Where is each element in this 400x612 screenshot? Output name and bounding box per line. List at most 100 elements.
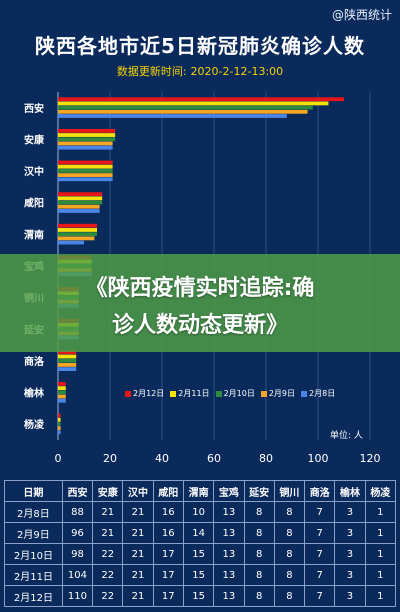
bar (58, 128, 116, 133)
bar (58, 240, 84, 245)
bar (58, 101, 329, 106)
table-cell: 3 (334, 501, 366, 523)
table-cell: 8 (273, 543, 306, 565)
table-cell: 1 (364, 501, 397, 523)
table-cell: 21 (122, 543, 154, 565)
bar (58, 426, 61, 431)
headline-banner (0, 254, 400, 352)
source-watermark: @陕西统计 (331, 8, 392, 22)
table-header-cell: 西安 (61, 480, 94, 502)
update-time-line: 数据更新时间: 2020-2-12-13:00 (0, 63, 400, 79)
table-cell: 2月8日 (4, 501, 63, 523)
x-tick-label: 40 (155, 452, 169, 465)
table-cell: 21 (122, 522, 154, 544)
table-cell: 10 (182, 501, 215, 523)
table-header-cell: 延安 (243, 480, 275, 502)
chart-title: 陕西各地市近5日新冠肺炎确诊人数 (35, 34, 365, 58)
bar (58, 177, 113, 182)
table-cell: 98 (61, 543, 94, 565)
table-cell: 13 (213, 501, 245, 523)
bar (58, 133, 116, 137)
chart-legend: 2月12日 2月11日 2月10日 2月9日 2月8日 (125, 388, 395, 399)
table-cell: 15 (182, 564, 215, 586)
table-cell: 21 (92, 501, 124, 523)
bar (58, 417, 61, 422)
bar (58, 196, 103, 201)
legend-item: 2月12日 (125, 388, 164, 399)
bar (58, 390, 66, 395)
table-header-cell: 杨凌 (364, 480, 397, 502)
table-cell: 7 (304, 585, 336, 607)
table-cell: 8 (273, 522, 306, 544)
x-tick-label: 60 (207, 452, 221, 465)
table-cell: 8 (243, 543, 275, 565)
table-cell: 3 (334, 585, 366, 607)
table-cell: 17 (152, 543, 184, 565)
table-row: 2月10日 98 22 21 17 15 13 8 8 7 3 1 (4, 543, 397, 565)
legend-swatch (125, 390, 131, 397)
bar (58, 228, 97, 232)
bar (58, 105, 313, 110)
bar (58, 209, 100, 213)
bar (58, 354, 77, 359)
table-cell: 8 (243, 522, 275, 544)
bar (58, 97, 344, 102)
category-label: 西安 (24, 102, 44, 115)
table-cell: 110 (61, 585, 94, 607)
table-cell: 13 (213, 564, 245, 586)
x-tick-label: 100 (308, 452, 329, 465)
bar (58, 413, 61, 418)
table-cell: 13 (213, 522, 245, 544)
table-cell: 7 (304, 522, 336, 544)
table-cell: 2月11日 (4, 564, 63, 586)
table-cell: 8 (243, 501, 275, 523)
x-tick-label: 120 (360, 452, 381, 465)
bar (58, 422, 61, 426)
table-cell: 7 (304, 543, 336, 565)
bar (58, 358, 77, 363)
category-label: 榆林 (24, 387, 45, 400)
table-row: 2月12日 110 22 21 17 15 13 8 8 7 3 1 (4, 585, 397, 607)
bar (58, 109, 308, 114)
table-row: 2月11日 104 22 21 17 15 13 8 8 7 3 1 (4, 564, 397, 586)
bar (58, 137, 116, 142)
bar (58, 204, 100, 209)
table-cell: 21 (122, 501, 154, 523)
legend-item: 2月10日 (215, 388, 255, 399)
table-header-cell: 日期 (4, 480, 63, 502)
bar (58, 168, 113, 173)
table-cell: 17 (152, 585, 184, 607)
legend-item: 2月9日 (260, 388, 296, 399)
table-cell: 7 (304, 501, 336, 523)
headline-line-1: 《陕西疫情实时追踪:确 (85, 276, 315, 301)
x-tick-label: 80 (259, 452, 273, 465)
bar (58, 141, 113, 146)
table-cell: 16 (152, 522, 184, 544)
bar (58, 145, 113, 150)
legend-label: 2月9日 (268, 389, 296, 398)
table-header-cell: 铜川 (273, 480, 306, 502)
legend-swatch (170, 390, 177, 397)
table-header-cell: 宝鸡 (213, 480, 245, 502)
table-cell: 8 (243, 564, 275, 586)
table-header-cell: 咸阳 (152, 480, 184, 502)
x-tick-label: 20 (103, 452, 117, 465)
legend-swatch (215, 390, 222, 397)
legend-item: 2月8日 (301, 388, 335, 399)
table-cell: 21 (122, 585, 154, 607)
bar (58, 398, 66, 403)
table-row: 2月8日 88 21 21 16 10 13 8 8 7 3 1 (4, 501, 397, 523)
table-cell: 13 (213, 585, 245, 607)
update-time-label: 数据更新时间: (116, 65, 187, 78)
legend-label: 2月11日 (178, 389, 210, 398)
table-header-cell: 渭南 (182, 480, 215, 502)
table-cell: 3 (334, 564, 366, 586)
legend-swatch (260, 390, 267, 397)
bar (58, 223, 97, 228)
table-cell: 1 (364, 522, 397, 544)
table-header-cell: 汉中 (122, 480, 154, 502)
data-table: 日期 西安 安康 汉中 咸阳 渭南 宝鸡 延安 铜川 商洛 榆林 杨凌 2月8日 88 21 21 16 10 1… (4, 480, 397, 607)
table-cell: 8 (243, 585, 275, 607)
bar (58, 164, 113, 169)
category-label: 杨凌 (24, 418, 45, 431)
